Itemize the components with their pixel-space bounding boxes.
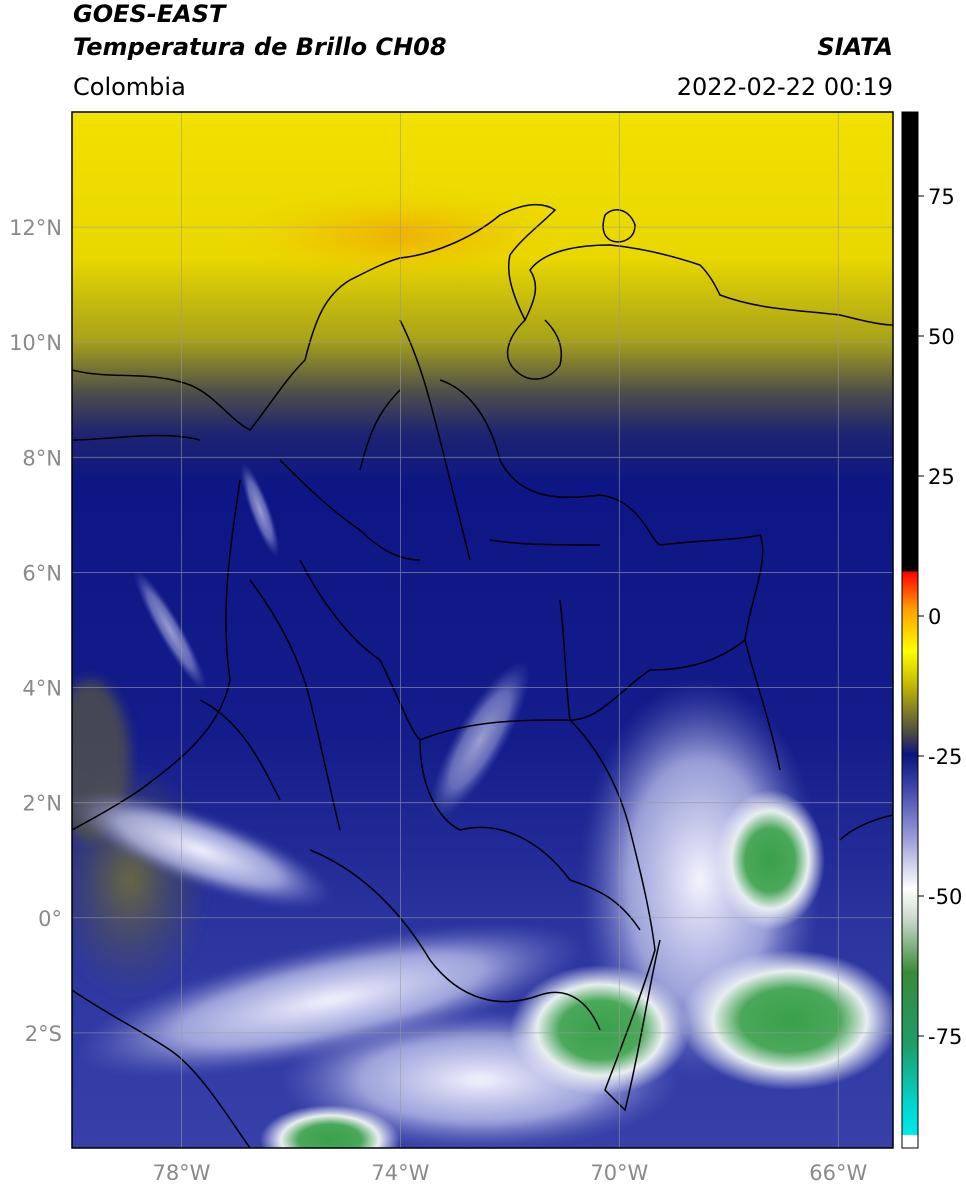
brand-label: SIATA [817,33,893,61]
colorbar-tick-label: -75 [928,1025,962,1049]
latitude-label: 6°N [22,561,62,585]
product-title: Temperatura de Brillo CH08 [73,33,447,61]
latitude-label: 10°N [9,331,62,355]
colorbar-tick-label: 25 [928,465,955,489]
latitude-label: 12°N [9,216,62,240]
latitude-label: 2°N [22,792,62,816]
colorbar-ticks: 75 50 25 0 -25 -50 -75 [918,185,962,1049]
colorbar-tick-label: -50 [928,885,962,909]
satellite-imagery [72,112,893,1148]
longitude-label: 66°W [809,1161,867,1185]
colorbar [901,111,919,1149]
satellite-title: GOES-EAST [73,0,226,28]
longitude-label: 74°W [371,1161,429,1185]
timestamp-label: 2022-02-22 00:19 [676,73,893,101]
colorbar-tick-label: 0 [928,605,941,629]
latitude-label: 0° [38,907,62,931]
latitude-label: 8°N [22,446,62,470]
latitude-label: 2°S [25,1022,62,1046]
colorbar-tick-label: -25 [928,745,962,769]
longitude-label: 78°W [152,1161,210,1185]
coastline-borders [72,203,893,1148]
colorbar-tick-label: 75 [928,185,955,209]
longitude-tick-labels: 78°W 74°W 70°W 66°W [152,1161,867,1185]
longitude-label: 70°W [590,1161,648,1185]
region-label: Colombia [73,73,186,101]
latitude-label: 4°N [22,677,62,701]
graticule [72,112,893,1148]
colorbar-tick-label: 50 [928,325,955,349]
map-frame [71,111,894,1149]
latitude-tick-labels: 12°N 10°N 8°N 6°N 4°N 2°N 0° 2°S [9,216,62,1046]
